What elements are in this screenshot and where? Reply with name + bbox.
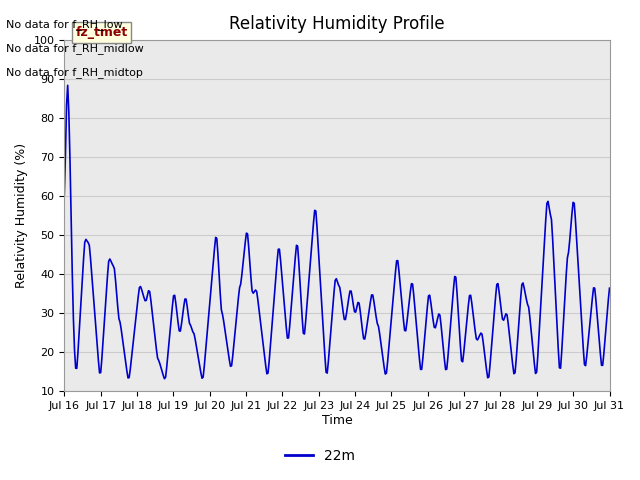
Text: No data for f_RH_low: No data for f_RH_low	[6, 19, 123, 30]
Legend: 22m: 22m	[280, 443, 360, 468]
Text: fz_tmet: fz_tmet	[76, 26, 127, 39]
Text: No data for f_RH_midtop: No data for f_RH_midtop	[6, 67, 143, 78]
X-axis label: Time: Time	[321, 414, 352, 427]
Text: No data for f_RH_midlow: No data for f_RH_midlow	[6, 43, 144, 54]
Y-axis label: Relativity Humidity (%): Relativity Humidity (%)	[15, 143, 28, 288]
Title: Relativity Humidity Profile: Relativity Humidity Profile	[229, 15, 445, 33]
